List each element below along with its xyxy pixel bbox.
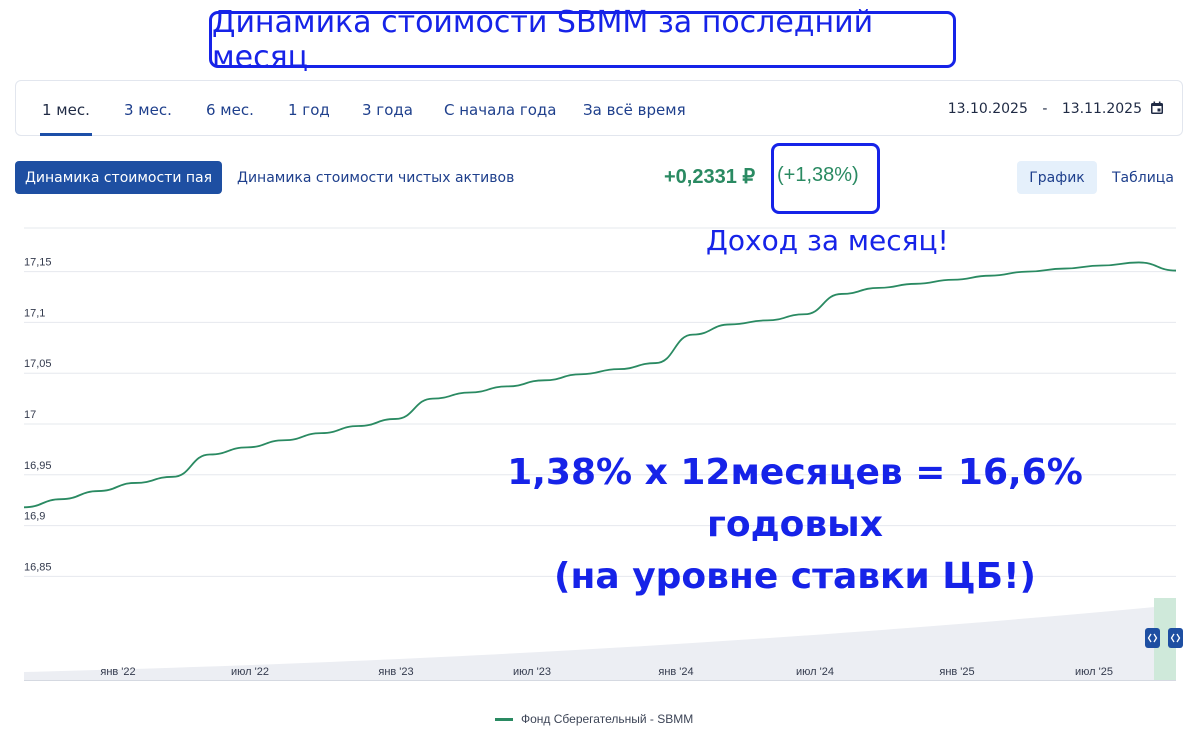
change-percent: (+1,38%) xyxy=(777,164,859,186)
tab-1-year[interactable]: 1 год xyxy=(288,101,330,119)
navigator-selection xyxy=(1154,598,1176,680)
tab-1-month[interactable]: 1 мес. xyxy=(42,101,90,119)
y-tick-label: 17 xyxy=(24,409,36,421)
navigator-tick-label: июл '23 xyxy=(513,666,551,678)
y-tick-label: 16,95 xyxy=(24,460,52,472)
navigator-handle-right[interactable] xyxy=(1168,628,1183,648)
change-absolute: +0,2331 ₽ xyxy=(664,166,756,188)
navigator-handle-left[interactable] xyxy=(1145,628,1160,648)
yield-annotation: 1,38% х 12месяцев = 16,6% годовых (на ур… xyxy=(440,447,1150,603)
period-selector: 1 мес. 3 мес. 6 мес. 1 год 3 года С нача… xyxy=(15,80,1183,136)
calendar-icon[interactable] xyxy=(1150,101,1164,115)
navigator-tick-label: янв '22 xyxy=(100,666,135,678)
navigator-tick-label: янв '24 xyxy=(658,666,693,678)
yield-annotation-line-1: 1,38% х 12месяцев = 16,6% годовых xyxy=(507,452,1083,545)
navigator-tick-label: июл '25 xyxy=(1075,666,1113,678)
date-from[interactable]: 13.10.2025 xyxy=(947,101,1028,117)
y-tick-label: 17,1 xyxy=(24,307,45,319)
date-separator: - xyxy=(1042,101,1048,117)
unit-value-button[interactable]: Динамика стоимости пая xyxy=(15,161,222,194)
chart-legend[interactable]: Фонд Сберегательный - SBMM xyxy=(495,712,693,726)
tab-6-months[interactable]: 6 мес. xyxy=(206,101,254,119)
yield-annotation-line-2: (на уровне ставки ЦБ!) xyxy=(554,556,1036,597)
highlight-box xyxy=(771,143,880,214)
y-tick-label: 17,15 xyxy=(24,257,52,269)
y-tick-label: 16,85 xyxy=(24,561,52,573)
navigator-tick-label: июл '22 xyxy=(231,666,269,678)
view-chart-button[interactable]: График xyxy=(1017,161,1097,194)
legend-label: Фонд Сберегательный - SBMM xyxy=(521,712,694,726)
navigator-tick-label: июл '24 xyxy=(796,666,834,678)
tab-3-years[interactable]: 3 года xyxy=(362,101,413,119)
net-assets-button[interactable]: Динамика стоимости чистых активов xyxy=(237,170,515,186)
date-to[interactable]: 13.11.2025 xyxy=(1061,101,1142,117)
tab-ytd[interactable]: С начала года xyxy=(444,101,557,119)
navigator-area xyxy=(24,605,1176,680)
y-tick-label: 17,05 xyxy=(24,358,52,370)
navigator-tick-label: янв '23 xyxy=(378,666,413,678)
series-line xyxy=(23,261,1177,509)
tab-3-months[interactable]: 3 мес. xyxy=(124,101,172,119)
y-tick-label: 16,9 xyxy=(24,511,45,523)
active-tab-underline xyxy=(40,133,92,136)
navigator-tick-label: янв '25 xyxy=(939,666,974,678)
tab-all-time[interactable]: За всё время xyxy=(583,101,686,119)
view-table-button[interactable]: Таблица xyxy=(1112,170,1174,186)
income-annotation: Доход за месяц! xyxy=(706,224,949,257)
legend-swatch xyxy=(495,717,513,721)
date-range[interactable]: 13.10.2025 - 13.11.2025 xyxy=(948,101,1142,117)
